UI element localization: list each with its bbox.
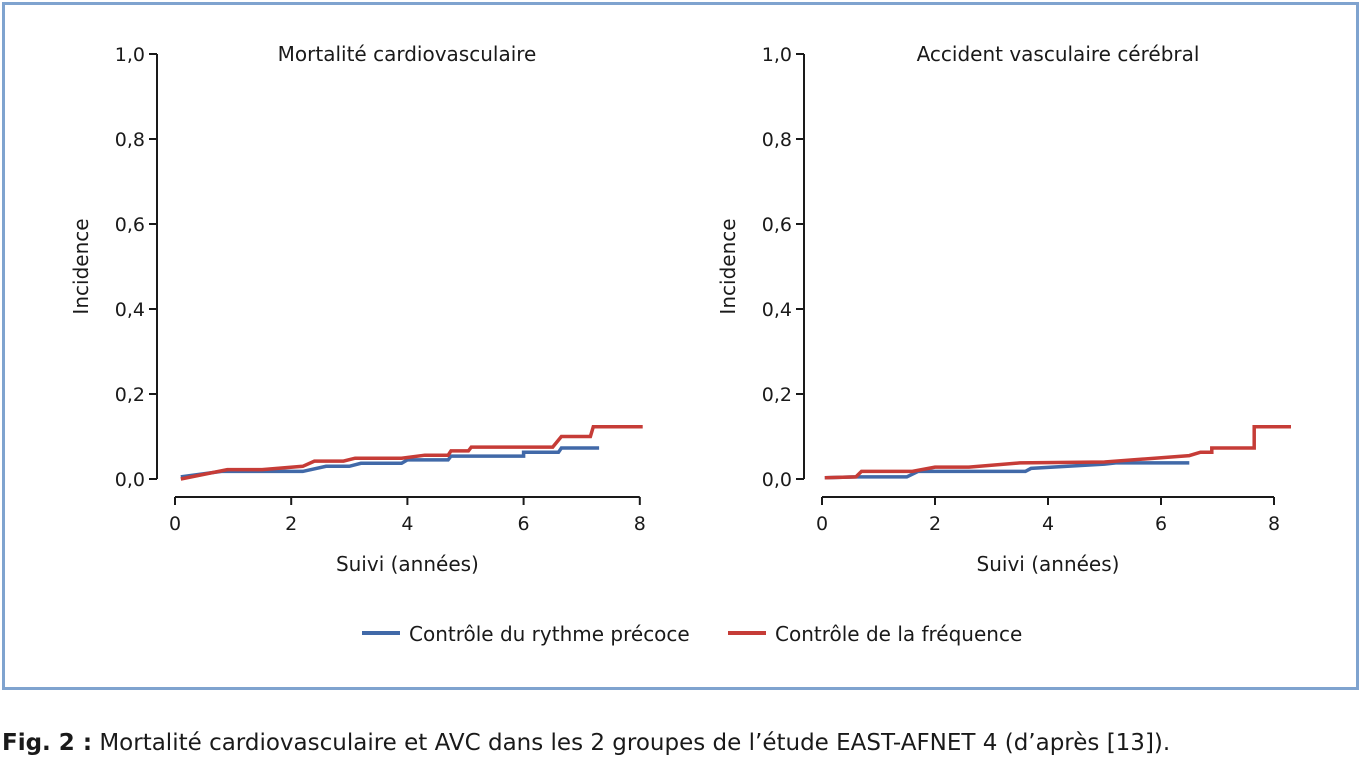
x-tick-label: 0: [816, 513, 828, 535]
y-tick-label: 0,2: [762, 384, 792, 406]
x-tick-label: 2: [285, 513, 297, 535]
y-tick-label: 0,8: [762, 129, 792, 151]
figure-frame: [2, 2, 1359, 690]
y-axis-label: Incidence: [69, 218, 93, 314]
x-axis-label: Suivi (années): [977, 552, 1120, 576]
series-line-rate: [824, 424, 1291, 480]
y-tick-label: 0,4: [762, 299, 792, 321]
series-line-rhythm: [180, 446, 600, 479]
y-tick-label: 1,0: [762, 44, 792, 66]
series-line-rhythm: [824, 461, 1190, 480]
y-tick-label: 0,4: [115, 299, 145, 321]
x-axis-label: Suivi (années): [336, 552, 479, 576]
chart-title: Accident vasculaire cérébral: [917, 42, 1200, 66]
series-line-rate: [180, 424, 643, 481]
legend-label-rhythm: Contrôle du rythme précoce: [409, 622, 690, 646]
y-tick-label: 0,0: [762, 469, 792, 491]
y-tick-label: 0,2: [115, 384, 145, 406]
x-tick-label: 4: [1042, 513, 1054, 535]
y-tick-label: 1,0: [115, 44, 145, 66]
figure-caption: Fig. 2 : Mortalité cardiovasculaire et A…: [2, 730, 1170, 756]
x-tick-label: 4: [401, 513, 413, 535]
y-tick-label: 0,6: [762, 214, 792, 236]
charts-canvas: 0,0 0,2 0,4 0,6 0,8 1,0 0 2 4 6 8 Mortalité cardiov…: [69, 42, 1291, 646]
x-tick-label: 6: [1155, 513, 1167, 535]
legend-label-rate: Contrôle de la fréquence: [775, 622, 1022, 646]
x-tick-label: 6: [518, 513, 530, 535]
x-tick-label: 8: [1268, 513, 1280, 535]
legend: Contrôle du rythme précoce Contrôle de l…: [362, 622, 1022, 646]
x-tick-label: 0: [169, 513, 181, 535]
chart-panel-stroke: 0,0 0,2 0,4 0,6 0,8 1,0 0 2 4 6 8 Accident vasculai…: [716, 42, 1291, 576]
caption-text: Mortalité cardiovasculaire et AVC dans l…: [92, 730, 1171, 756]
x-tick-label: 8: [634, 513, 646, 535]
chart-title: Mortalité cardiovasculaire: [278, 42, 537, 66]
caption-label: Fig. 2 :: [2, 730, 93, 756]
y-axis-label: Incidence: [716, 218, 740, 314]
y-tick-label: 0,6: [115, 214, 145, 236]
y-tick-label: 0,0: [115, 469, 145, 491]
chart-panel-mortality: 0,0 0,2 0,4 0,6 0,8 1,0 0 2 4 6 8 Mortalité cardiov…: [69, 42, 646, 576]
y-tick-label: 0,8: [115, 129, 145, 151]
x-tick-label: 2: [929, 513, 941, 535]
